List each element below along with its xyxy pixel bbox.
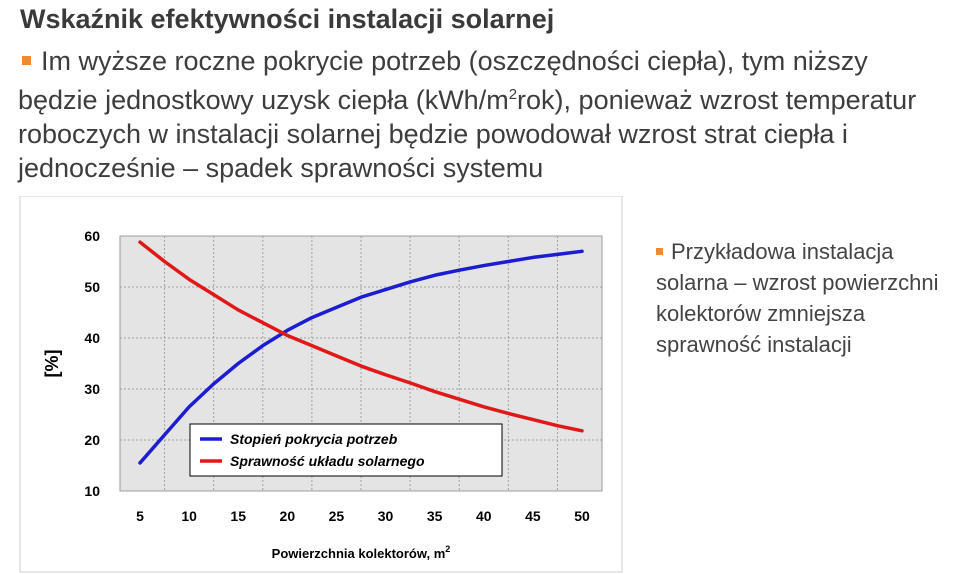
bullet-icon [22,55,31,65]
slide-title: Wskaźnik efektywności instalacji solarne… [20,4,555,34]
side-note-text: Przykładowa instalacja solarna – wzrost … [656,239,939,357]
y-axis-ticks: 10 20 30 40 50 60 [84,228,100,499]
x-tick-label: 40 [476,508,492,524]
paragraph-text: Im wyższe roczne pokrycie potrzeb (oszcz… [18,46,868,115]
y-axis-label: [%] [42,350,62,378]
y-tick-label: 10 [84,483,100,499]
legend-box [189,423,503,477]
x-tick-label: 30 [378,508,394,524]
paragraph-text-rest: rok), ponieważ wzrost temperatur roboczy… [18,85,917,183]
series-line-2 [138,240,584,433]
x-tick-label: 25 [329,508,345,524]
series-lines [138,240,584,465]
x-axis-ticks: 5 10 15 20 25 30 35 40 45 50 [136,508,590,524]
y-tick-label: 60 [84,228,100,244]
x-tick-label: 50 [574,508,590,524]
x-tick-label: 20 [280,508,296,524]
line-chart: 10 20 30 40 50 60 5 10 15 20 25 30 35 40 45 50 [%] Pow… [19,196,623,573]
x-axis-label-text: Powierzchnia kolektorów, m [272,546,446,561]
y-tick-label: 50 [84,279,100,295]
side-note: Przykładowa instalacja solarna – wzrost … [656,236,956,360]
legend: Stopień pokrycia potrzeb Sprawność układu… [189,423,503,477]
x-tick-label: 15 [230,508,246,524]
legend-label-1: Stopień pokrycia potrzeb [230,431,398,447]
paragraph-superscript: 2 [508,86,518,103]
y-tick-label: 20 [84,432,100,448]
x-axis-label: Powierzchnia kolektorów, m2 [272,544,451,561]
x-axis-label-sup: 2 [445,544,450,554]
x-tick-label: 10 [181,508,197,524]
x-tick-label: 5 [136,508,144,524]
y-tick-label: 30 [84,381,100,397]
y-tick-label: 40 [84,330,100,346]
x-tick-label: 45 [525,508,541,524]
series-line-1 [138,249,584,465]
bullet-icon [656,247,663,255]
legend-label-2: Sprawność układu solarnego [230,453,425,469]
x-tick-label: 35 [427,508,443,524]
main-paragraph: Im wyższe roczne pokrycie potrzeb (oszcz… [18,44,953,185]
